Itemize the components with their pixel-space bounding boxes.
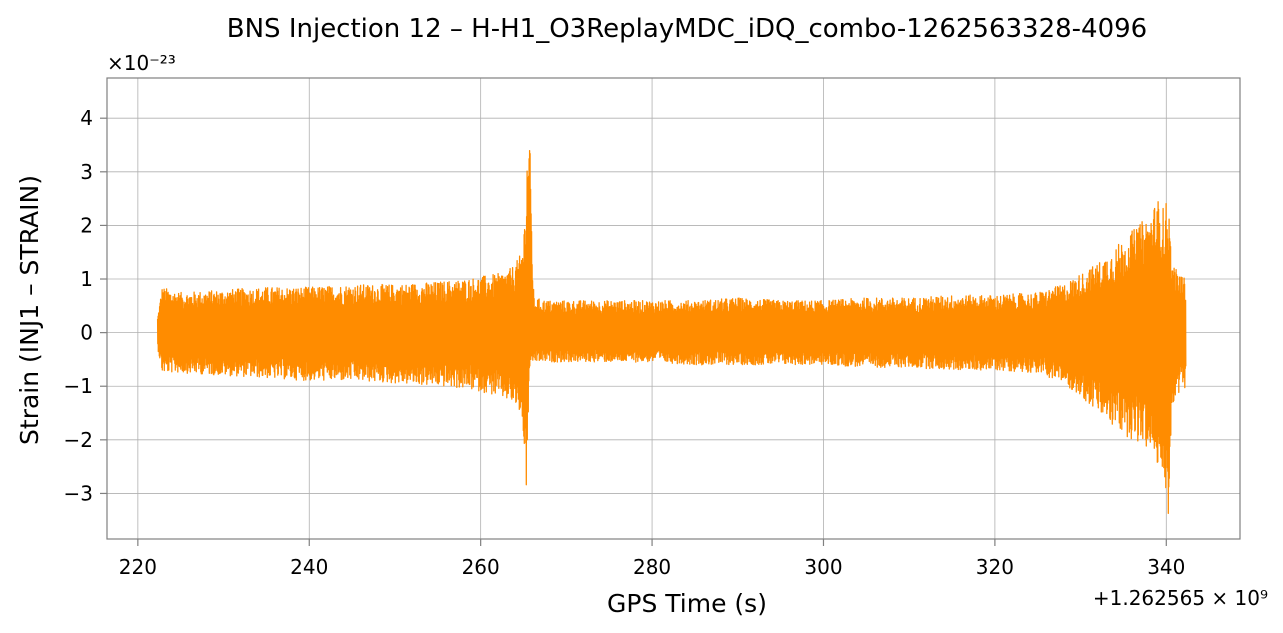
y-axis-label: Strain (INJ1 – STRAIN) xyxy=(15,175,44,445)
y-tick-label: 4 xyxy=(80,106,93,130)
y-scale-label: ×10⁻²³ xyxy=(107,51,176,75)
x-axis-label: GPS Time (s) xyxy=(607,589,767,618)
x-tick-label: 320 xyxy=(976,555,1014,579)
y-tick-label: −2 xyxy=(64,428,93,452)
y-axis-ticks: −3 −2 −1 0 1 2 3 4 xyxy=(64,106,107,505)
strain-series-line xyxy=(156,149,1187,515)
y-tick-label: 1 xyxy=(80,267,93,291)
x-offset-label: +1.262565 × 10⁹ xyxy=(1093,586,1268,610)
y-tick-label: 0 xyxy=(80,321,93,345)
x-tick-label: 240 xyxy=(290,555,328,579)
x-tick-label: 280 xyxy=(633,555,671,579)
x-tick-label: 340 xyxy=(1147,555,1185,579)
series-layer xyxy=(156,149,1187,515)
plot-frame xyxy=(106,77,1241,540)
x-tick-label: 220 xyxy=(119,555,157,579)
y-tick-label: −3 xyxy=(64,481,93,505)
x-axis-ticks: 220 240 260 280 300 320 340 xyxy=(119,539,1185,579)
y-tick-label: 2 xyxy=(80,213,93,237)
x-tick-label: 260 xyxy=(462,555,500,579)
y-tick-label: −1 xyxy=(64,374,93,398)
y-tick-label: 3 xyxy=(80,160,93,184)
chart-title: BNS Injection 12 – H-H1_O3ReplayMDC_iDQ_… xyxy=(227,14,1147,44)
x-tick-label: 300 xyxy=(804,555,842,579)
